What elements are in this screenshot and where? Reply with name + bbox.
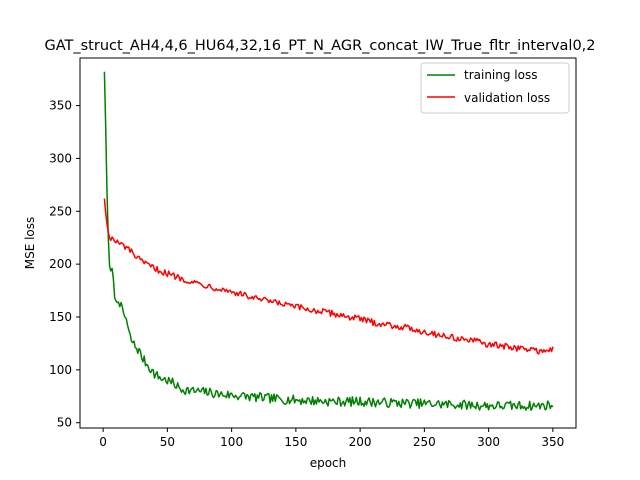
- x-axis-label: epoch: [310, 456, 347, 470]
- legend-label-validation: validation loss: [464, 91, 550, 105]
- legend-label-training: training loss: [464, 68, 537, 82]
- y-tick-label: 300: [49, 151, 72, 165]
- plot-lines: [103, 71, 554, 412]
- y-axis: 50 100 150 200 250 300 350: [49, 99, 80, 430]
- y-tick-label: 50: [57, 416, 72, 430]
- y-axis-label: MSE loss: [23, 217, 37, 270]
- validation-loss-line: [103, 198, 554, 355]
- y-tick-label: 200: [49, 257, 72, 271]
- legend: training loss validation loss: [420, 62, 570, 114]
- y-tick-label: 150: [49, 310, 72, 324]
- chart-title: GAT_struct_AH4,4,6_HU64,32,16_PT_N_AGR_c…: [44, 38, 595, 54]
- y-tick-label: 100: [49, 363, 72, 377]
- x-tick-label: 50: [160, 435, 175, 449]
- training-loss-line: [103, 71, 554, 412]
- plot-frame: [79, 57, 577, 429]
- x-tick-label: 250: [413, 435, 436, 449]
- y-tick-label: 350: [49, 99, 72, 113]
- x-tick-label: 150: [284, 435, 307, 449]
- x-axis: 0 50 100 150 200 250 300 350: [99, 428, 564, 449]
- x-tick-label: 0: [99, 435, 107, 449]
- x-tick-label: 100: [220, 435, 243, 449]
- x-tick-label: 200: [349, 435, 372, 449]
- x-tick-label: 300: [477, 435, 500, 449]
- y-tick-label: 250: [49, 204, 72, 218]
- x-tick-label: 350: [541, 435, 564, 449]
- legend-box: [420, 62, 570, 114]
